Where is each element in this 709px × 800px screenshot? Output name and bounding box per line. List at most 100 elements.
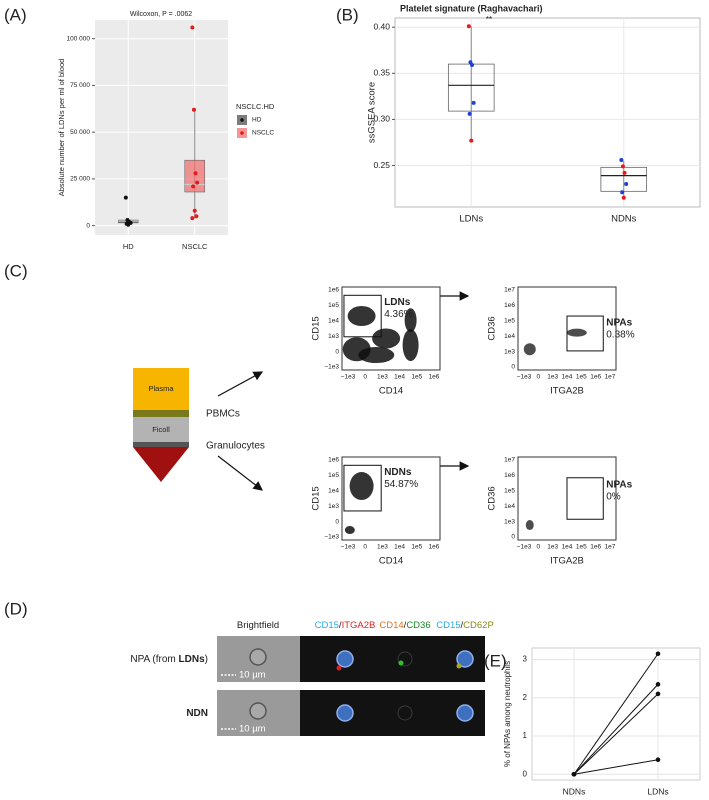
y-tick-label: 2: [523, 693, 528, 702]
tube-label: Ficoll: [152, 425, 170, 434]
gate-name: NDNs: [384, 467, 412, 478]
x-tick-label: 1e3: [547, 544, 558, 551]
x-tick-label: 1e4: [562, 544, 573, 551]
gate-value: 0.38%: [606, 330, 634, 341]
arrow: [218, 372, 262, 396]
y-tick-label: 1e3: [504, 518, 515, 525]
y-tick-label: 0.25: [373, 160, 390, 170]
y-tick-label: 0: [511, 534, 515, 541]
data-point: [193, 209, 197, 213]
event-cloud: [372, 328, 400, 348]
y-tick-label: −1e3: [324, 364, 339, 371]
cell-bf: [250, 703, 266, 719]
event-cloud: [526, 520, 534, 530]
gate-name: NPAs: [606, 479, 632, 490]
legend-label: NSCLC: [252, 130, 274, 137]
y-tick-label: 1e3: [328, 503, 339, 510]
y-tick-label: 1e3: [328, 333, 339, 340]
cell-blue: [337, 705, 353, 721]
event-cloud: [348, 306, 376, 326]
gate-value: 54.87%: [384, 479, 418, 490]
data-point: [624, 182, 628, 186]
label-part: CD15: [315, 620, 339, 631]
x-tick-label: 1e5: [411, 374, 422, 381]
x-tick-label: 1e3: [377, 374, 388, 381]
data-point: [656, 692, 661, 697]
x-tick-label: 1e6: [590, 374, 601, 381]
rich-label: NPA (from LDNs): [130, 654, 208, 665]
rich-label: CD15/ITGA2B: [315, 620, 376, 631]
legend-dot: [240, 131, 244, 135]
y-tick-label: 75 000: [70, 82, 90, 89]
x-axis-label: ITGA2B: [550, 386, 584, 397]
data-point: [126, 223, 130, 227]
x-tick-label: 0: [537, 374, 541, 381]
x-tick-label: 1e4: [394, 374, 405, 381]
scale-label: 10 µm: [239, 724, 266, 735]
panel-label: (C): [4, 261, 28, 280]
cell-blue: [337, 651, 353, 667]
label-part: ITGA2B: [342, 620, 376, 631]
x-axis-label: ITGA2B: [550, 556, 584, 567]
chart-title: Platelet signature (Raghavachari): [400, 3, 543, 13]
panel-label: (A): [4, 5, 27, 24]
y-tick-label: −1e3: [324, 534, 339, 541]
y-tick-label: 1e6: [504, 472, 515, 479]
x-tick-label: 1e7: [605, 544, 616, 551]
y-axis-label: Absolute number of LDNs per ml of blood: [57, 59, 66, 197]
y-tick-label: 0: [335, 348, 339, 355]
y-tick-label: 50 000: [70, 129, 90, 136]
y-axis-label: % of NPAs among neutrophils: [503, 661, 512, 767]
tube-pbmc: [133, 410, 189, 417]
data-point: [621, 164, 625, 168]
platelet-green: [399, 661, 404, 666]
x-tick-label: 1e6: [429, 544, 440, 551]
event-cloud: [567, 329, 587, 337]
x-tick-label: LDNs: [459, 214, 483, 225]
x-tick-label: LDNs: [647, 786, 668, 796]
label-part: LDNs: [179, 654, 206, 665]
x-tick-label: 0: [537, 544, 541, 551]
data-point: [191, 184, 195, 188]
x-tick-label: 1e5: [576, 374, 587, 381]
x-tick-label: −1e3: [517, 544, 532, 551]
panel-label: (D): [4, 599, 28, 618]
x-tick-label: 0: [363, 544, 367, 551]
platelet-red: [337, 666, 342, 671]
scale-label: 10 µm: [239, 670, 266, 681]
tube-label: Plasma: [148, 384, 174, 393]
gate-name: LDNs: [384, 297, 411, 308]
data-point: [656, 682, 661, 687]
event-cloud: [524, 343, 536, 355]
legend-title: NSCLC.HD: [236, 102, 275, 111]
x-tick-label: −1e3: [341, 374, 356, 381]
y-tick-label: 0: [523, 769, 528, 778]
annotation: **: [486, 15, 492, 24]
label-part: CD62P: [463, 620, 494, 631]
rich-label: NDN: [186, 708, 208, 719]
x-tick-label: −1e3: [517, 374, 532, 381]
data-point: [469, 139, 473, 143]
platelet-olive: [457, 664, 462, 669]
y-tick-label: 1e6: [328, 287, 339, 294]
y-tick-label: 1e7: [504, 287, 515, 294]
data-point: [622, 196, 626, 200]
label-part: NPA (from: [130, 654, 178, 665]
y-tick-label: 1e5: [328, 472, 339, 479]
event-cloud: [403, 329, 419, 361]
x-tick-label: 1e3: [547, 374, 558, 381]
label-part: Brightfield: [237, 620, 279, 631]
data-point: [190, 216, 194, 220]
cell-bf: [250, 649, 266, 665]
panel-label: (B): [336, 5, 359, 24]
data-point: [195, 181, 199, 185]
rich-label: CD14/CD36: [379, 620, 430, 631]
y-tick-label: 0.35: [373, 68, 390, 78]
event-cloud: [358, 347, 394, 363]
y-tick-label: 100 000: [67, 35, 91, 42]
y-tick-label: 1e5: [504, 318, 515, 325]
x-tick-label: NDNs: [563, 786, 586, 796]
data-point: [468, 112, 472, 116]
y-tick-label: 1e4: [504, 333, 515, 340]
y-tick-label: 1e7: [504, 457, 515, 464]
